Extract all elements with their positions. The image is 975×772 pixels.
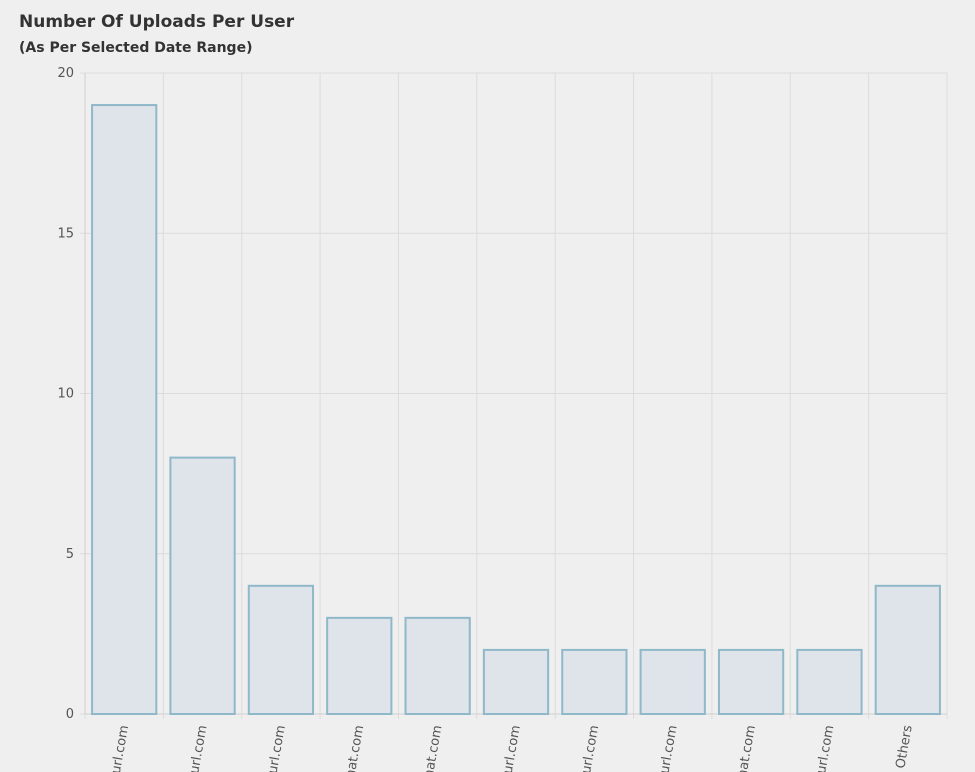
bar [326, 616, 393, 715]
x-tick-label: nat.com [343, 724, 367, 772]
bar [482, 648, 550, 716]
x-tick-label: nat.com [735, 724, 759, 772]
x-tick-label: url.com [657, 724, 680, 772]
x-tick-label: url.com [579, 724, 602, 772]
bar [639, 648, 706, 716]
x-tick-label: url.com [187, 724, 210, 772]
bar [247, 584, 315, 715]
y-tick-label: 15 [57, 226, 74, 241]
x-tick-label: url.com [109, 724, 132, 772]
bar [561, 648, 628, 716]
y-tick-label: 0 [66, 707, 74, 722]
bar [874, 584, 941, 715]
bar [169, 456, 236, 715]
x-tick-label: nat.com [422, 724, 446, 772]
y-tick-label: 20 [57, 66, 74, 81]
bar [91, 104, 158, 716]
bar [404, 616, 471, 715]
x-tick-label: Others [893, 724, 915, 770]
chart-subtitle: (As Per Selected Date Range) [19, 40, 252, 56]
y-tick-label: 10 [57, 387, 74, 402]
bar [717, 648, 785, 716]
chart-title: Number Of Uploads Per User [19, 12, 295, 32]
bar [796, 648, 863, 716]
x-tick-label: url.com [501, 724, 524, 772]
y-tick-label: 5 [66, 547, 74, 562]
x-tick-label: url.com [266, 724, 289, 772]
x-tick-label: url.com [814, 724, 837, 772]
